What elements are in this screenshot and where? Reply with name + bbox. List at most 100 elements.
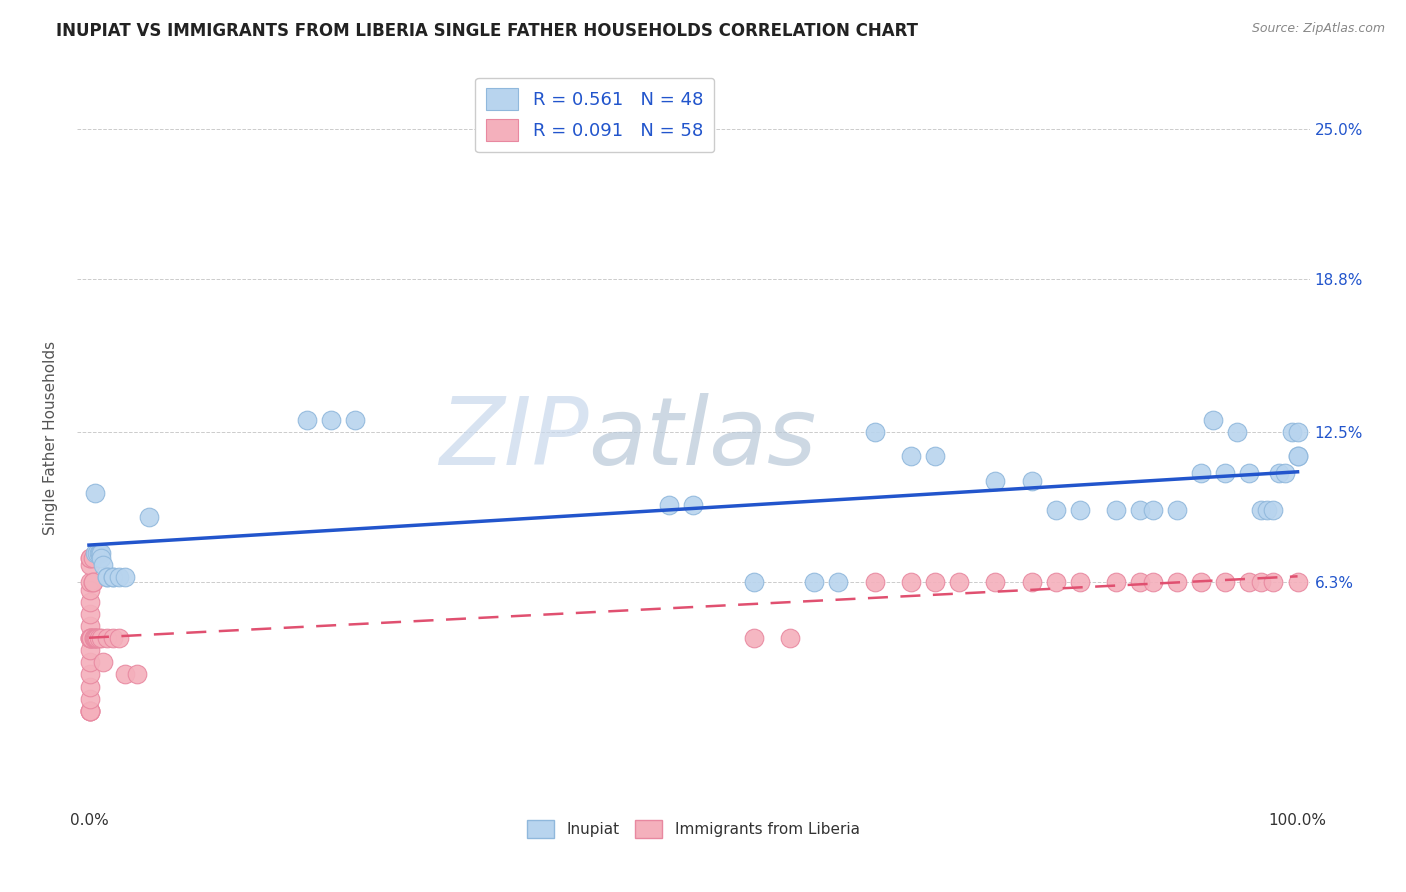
Point [93,656,115,670]
Point [1263,575,1285,590]
Point [742,631,765,645]
Point [1189,467,1212,481]
Point [82,551,104,566]
Point [79,551,101,566]
Point [1045,502,1067,516]
Point [1286,450,1309,464]
Point [900,450,922,464]
Point [79,631,101,645]
Point [101,570,124,584]
Point [803,575,825,590]
Point [984,474,1007,488]
Point [1129,502,1152,516]
Text: ZIP: ZIP [439,392,589,483]
Point [108,570,131,584]
Point [79,704,101,718]
Point [84,546,107,560]
Point [1268,467,1291,481]
Point [86,631,108,645]
Point [79,575,101,590]
Point [1213,575,1236,590]
Point [1189,575,1212,590]
Point [1226,425,1249,439]
Point [79,595,101,609]
Point [1142,502,1164,516]
Point [1286,575,1309,590]
Point [682,498,704,512]
Point [1105,575,1128,590]
Point [127,667,149,681]
Point [96,570,118,584]
Point [79,643,101,657]
Point [948,575,970,590]
Point [138,509,160,524]
Point [93,558,115,573]
Point [80,631,103,645]
Point [80,631,103,645]
Point [779,631,801,645]
Point [87,546,110,560]
Point [79,691,101,706]
Point [742,575,765,590]
Point [90,631,112,645]
Point [79,656,101,670]
Point [89,546,111,560]
Point [114,570,136,584]
Point [79,558,101,573]
Text: Source: ZipAtlas.com: Source: ZipAtlas.com [1251,22,1385,36]
Point [1021,575,1043,590]
Point [1129,575,1152,590]
Point [101,631,124,645]
Point [96,570,118,584]
Point [863,575,886,590]
Point [1213,467,1236,481]
Point [343,413,366,427]
Point [79,631,101,645]
Point [1250,502,1272,516]
Point [79,631,101,645]
Point [1286,425,1309,439]
Point [82,575,104,590]
Point [79,704,101,718]
Point [90,546,112,560]
Point [1166,575,1188,590]
Point [79,607,101,621]
Point [83,631,105,645]
Point [1021,474,1043,488]
Point [79,667,101,681]
Point [1237,467,1260,481]
Point [924,450,946,464]
Point [83,631,105,645]
Point [1256,502,1278,516]
Point [1250,575,1272,590]
Point [1142,575,1164,590]
Point [82,575,104,590]
Point [86,546,108,560]
Point [900,575,922,590]
Point [84,631,107,645]
Point [79,551,101,566]
Point [1237,575,1260,590]
Text: atlas: atlas [589,392,817,483]
Point [1274,467,1296,481]
Point [108,631,131,645]
Point [79,704,101,718]
Text: INUPIAT VS IMMIGRANTS FROM LIBERIA SINGLE FATHER HOUSEHOLDS CORRELATION CHART: INUPIAT VS IMMIGRANTS FROM LIBERIA SINGL… [56,22,918,40]
Point [984,575,1007,590]
Point [295,413,318,427]
Point [1202,413,1225,427]
Point [101,570,124,584]
Point [1166,502,1188,516]
Point [87,631,110,645]
Point [84,631,107,645]
Point [114,667,136,681]
Point [84,485,107,500]
Y-axis label: Single Father Households: Single Father Households [44,341,58,535]
Point [79,680,101,694]
Point [90,551,112,566]
Legend: Inupiat, Immigrants from Liberia: Inupiat, Immigrants from Liberia [520,814,866,845]
Point [96,631,118,645]
Point [1069,575,1091,590]
Point [1045,575,1067,590]
Point [827,575,849,590]
